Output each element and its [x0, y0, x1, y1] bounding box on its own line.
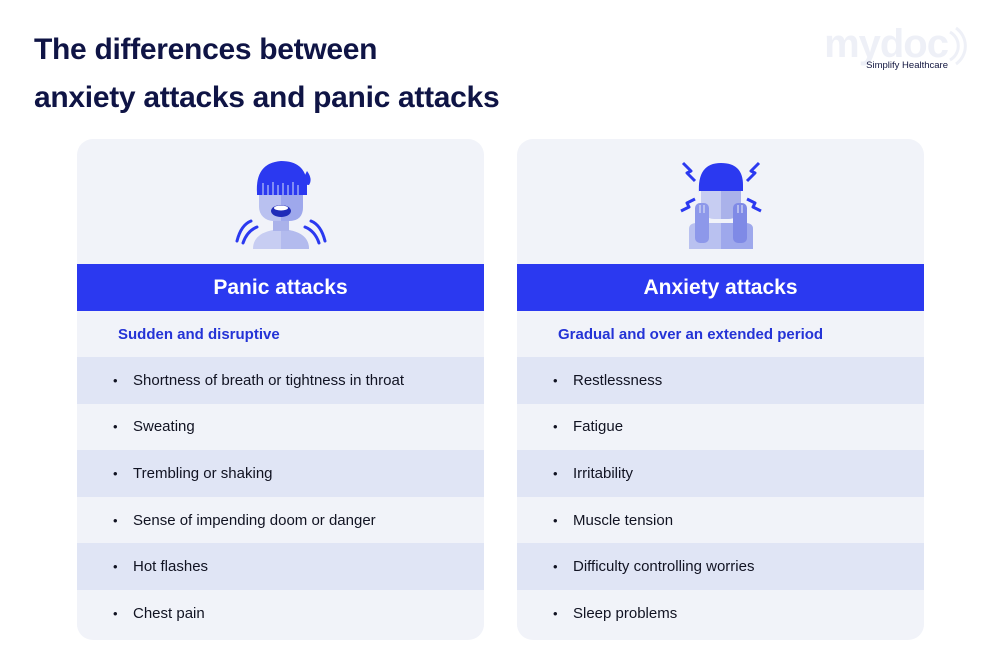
symptom-label: Fatigue: [573, 418, 624, 436]
bullet-icon: •: [113, 512, 118, 528]
list-item: • Sleep problems: [517, 589, 924, 637]
symptom-label: Sense of impending doom or danger: [133, 511, 376, 529]
bullet-icon: •: [553, 559, 558, 575]
list-item: • Hot flashes: [77, 543, 484, 590]
list-item: • Restlessness: [517, 357, 924, 404]
panic-person-icon: [235, 161, 326, 249]
logo-arcs-icon: [949, 26, 967, 66]
symptom-label: Chest pain: [133, 604, 205, 622]
symptom-label: Restlessness: [573, 371, 663, 389]
anxiety-symptoms-list: • Restlessness • Fatigue • Irritability • Mu…: [517, 357, 924, 637]
list-item: • Chest pain: [77, 589, 484, 637]
symptom-label: Hot flashes: [133, 558, 209, 576]
bullet-icon: •: [553, 465, 558, 481]
bullet-icon: •: [113, 419, 118, 435]
symptom-label: Trembling or shaking: [133, 464, 273, 482]
list-item: • Shortness of breath or tightness in thr…: [77, 357, 484, 404]
anxiety-attacks-card: Anxiety attacks Gradual and over an exte…: [517, 139, 924, 640]
page-title: The differences between anxiety attacks …: [34, 26, 500, 122]
brand-logo: mydoc Simplify Healthcare: [816, 22, 976, 72]
bullet-icon: •: [553, 605, 558, 621]
list-item: • Sweating: [77, 403, 484, 451]
symptom-label: Difficulty controlling worries: [573, 558, 755, 576]
anxiety-attacks-subtitle: Gradual and over an extended period: [558, 325, 824, 343]
bullet-icon: •: [113, 605, 118, 621]
bullet-icon: •: [113, 559, 118, 575]
symptom-label: Muscle tension: [573, 511, 674, 529]
symptom-label: Shortness of breath or tightness in thro…: [133, 371, 404, 389]
bullet-icon: •: [553, 419, 558, 435]
bullet-icon: •: [553, 512, 558, 528]
panic-attacks-card: Panic attacks Sudden and disruptive • Sho…: [77, 139, 484, 640]
list-item: • Trembling or shaking: [77, 450, 484, 497]
title-line-1: The differences between: [34, 33, 378, 66]
bullet-icon: •: [553, 372, 558, 388]
symptom-label: Sleep problems: [573, 604, 678, 622]
anxious-person-icon: [679, 161, 762, 249]
symptom-label: Sweating: [133, 418, 195, 436]
anxiety-attacks-heading: Anxiety attacks: [517, 264, 924, 311]
bullet-icon: •: [113, 465, 118, 481]
list-item: • Fatigue: [517, 403, 924, 451]
logo-wordmark: mydoc: [824, 22, 949, 66]
panic-symptoms-list: • Shortness of breath or tightness in thr…: [77, 357, 484, 637]
bullet-icon: •: [113, 372, 118, 388]
title-line-2: anxiety attacks and panic attacks: [34, 81, 500, 114]
list-item: • Muscle tension: [517, 496, 924, 544]
list-item: • Sense of impending doom or danger: [77, 496, 484, 544]
panic-attacks-subtitle: Sudden and disruptive: [118, 325, 280, 343]
panic-attacks-heading: Panic attacks: [77, 264, 484, 311]
logo-tagline: Simplify Healthcare: [866, 60, 948, 71]
symptom-label: Irritability: [573, 464, 634, 482]
list-item: • Difficulty controlling worries: [517, 543, 924, 590]
list-item: • Irritability: [517, 450, 924, 497]
